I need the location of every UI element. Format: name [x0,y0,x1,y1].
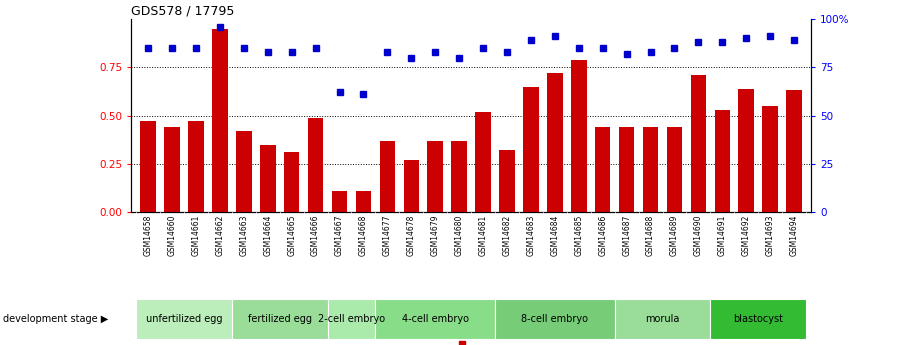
Text: GSM14693: GSM14693 [766,215,775,256]
Bar [428,141,443,212]
Text: GSM14667: GSM14667 [335,215,344,256]
Text: GDS578 / 17795: GDS578 / 17795 [131,4,235,17]
Bar [284,152,300,212]
Text: GSM14687: GSM14687 [622,215,631,256]
Text: GSM14692: GSM14692 [742,215,751,256]
Bar [356,191,371,212]
Text: GSM14691: GSM14691 [718,215,727,256]
Text: GSM14677: GSM14677 [383,215,392,256]
Bar [547,73,563,212]
Text: GSM14665: GSM14665 [287,215,296,256]
Text: GSM14681: GSM14681 [478,215,487,256]
Bar [763,106,778,212]
Text: GSM14666: GSM14666 [311,215,320,256]
Bar [642,127,659,212]
Text: unfertilized egg: unfertilized egg [146,314,222,324]
Bar [332,191,347,212]
Bar [595,127,611,212]
Bar [667,127,682,212]
Text: GSM14680: GSM14680 [455,215,464,256]
Bar [212,29,227,212]
Text: blastocyst: blastocyst [733,314,783,324]
Bar [136,299,232,339]
Bar [523,87,539,212]
Text: GSM14689: GSM14689 [670,215,679,256]
Bar [375,299,495,339]
Text: GSM14660: GSM14660 [168,215,177,256]
Bar [380,141,395,212]
Text: 4-cell embryo: 4-cell embryo [401,314,468,324]
Bar [164,127,179,212]
Text: GSM14685: GSM14685 [574,215,583,256]
Bar [571,60,586,212]
Text: GSM14682: GSM14682 [503,215,512,256]
Bar [499,150,515,212]
Bar [614,299,710,339]
Text: morula: morula [645,314,680,324]
Text: GSM14679: GSM14679 [430,215,439,256]
Text: GSM14683: GSM14683 [526,215,535,256]
Bar [715,110,730,212]
Bar [188,121,204,212]
Text: 8-cell embryo: 8-cell embryo [521,314,588,324]
Text: GSM14662: GSM14662 [216,215,225,256]
Bar [403,160,419,212]
Text: GSM14686: GSM14686 [598,215,607,256]
Text: GSM14661: GSM14661 [191,215,200,256]
Bar [710,299,806,339]
Text: 2-cell embryo: 2-cell embryo [318,314,385,324]
Bar [232,299,328,339]
Text: GSM14678: GSM14678 [407,215,416,256]
Bar [140,121,156,212]
Text: development stage ▶: development stage ▶ [3,314,108,324]
Bar [786,90,802,212]
Text: fertilized egg: fertilized egg [247,314,312,324]
Bar [690,75,706,212]
Bar [308,118,323,212]
Text: GSM14668: GSM14668 [359,215,368,256]
Text: GSM14663: GSM14663 [239,215,248,256]
Text: GSM14694: GSM14694 [790,215,798,256]
Bar [738,89,754,212]
Bar [451,141,467,212]
Text: GSM14684: GSM14684 [550,215,559,256]
Bar [495,299,614,339]
Bar [260,145,275,212]
Text: GSM14664: GSM14664 [264,215,272,256]
Text: GSM14688: GSM14688 [646,215,655,256]
Bar [619,127,634,212]
Text: GSM14690: GSM14690 [694,215,703,256]
Bar [476,112,491,212]
Text: GSM14658: GSM14658 [144,215,152,256]
Bar [236,131,252,212]
Bar [328,299,375,339]
